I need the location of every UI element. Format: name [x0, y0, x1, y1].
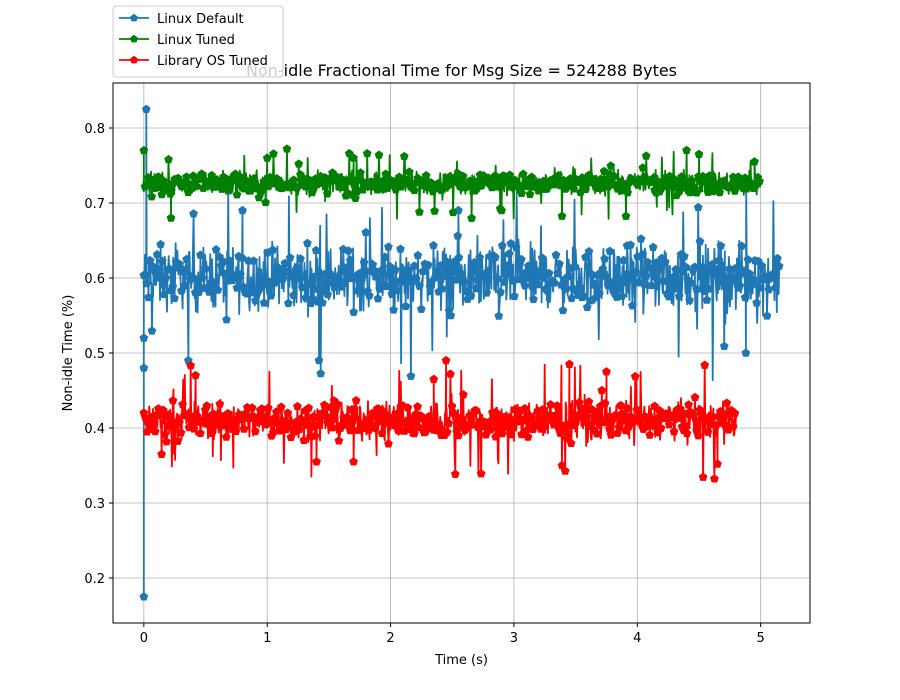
y-tick-label: 0.8: [84, 122, 105, 137]
x-tick-label: 2: [386, 631, 394, 646]
legend-box: [112, 5, 284, 78]
legend: Linux Default Linux Tuned Library OS Tuned: [112, 5, 284, 78]
y-axis-ticks: 0.2 0.3 0.4 0.5 0.6 0.7 0.8: [84, 122, 113, 587]
legend-marker: [130, 55, 138, 64]
legend-item: Library OS Tuned: [119, 54, 268, 69]
series-linux-default: [139, 104, 784, 601]
x-tick-label: 3: [510, 631, 518, 646]
y-tick-label: 0.3: [84, 497, 105, 512]
y-tick-label: 0.4: [84, 422, 105, 437]
x-axis-label: Time (s): [434, 653, 488, 668]
y-tick-label: 0.6: [84, 272, 105, 287]
legend-label: Linux Default: [157, 12, 244, 27]
x-tick-label: 0: [140, 631, 148, 646]
x-tick-label: 5: [757, 631, 765, 646]
y-tick-label: 0.2: [84, 572, 105, 587]
legend-item: Linux Default: [119, 12, 244, 27]
legend-marker: [130, 13, 138, 22]
x-tick-label: 1: [263, 631, 271, 646]
x-tick-label: 4: [633, 631, 641, 646]
legend-item: Linux Tuned: [119, 33, 235, 48]
chart-title: Non-idle Fractional Time for Msg Size = …: [246, 61, 677, 80]
x-axis-ticks: 0 1 2 3 4 5: [140, 623, 765, 646]
series-markers: [139, 144, 764, 222]
series-markers: [139, 355, 740, 483]
legend-marker: [130, 34, 138, 43]
y-tick-label: 0.7: [84, 197, 105, 212]
y-axis-label: Non-idle Time (%): [61, 295, 76, 412]
legend-label: Linux Tuned: [157, 33, 235, 48]
series-linux-tuned: [139, 144, 764, 222]
legend-label: Library OS Tuned: [157, 54, 268, 69]
series-library-os-tuned: [139, 355, 740, 483]
plot-series: [139, 104, 784, 601]
series-markers: [139, 104, 784, 601]
y-tick-label: 0.5: [84, 347, 105, 362]
